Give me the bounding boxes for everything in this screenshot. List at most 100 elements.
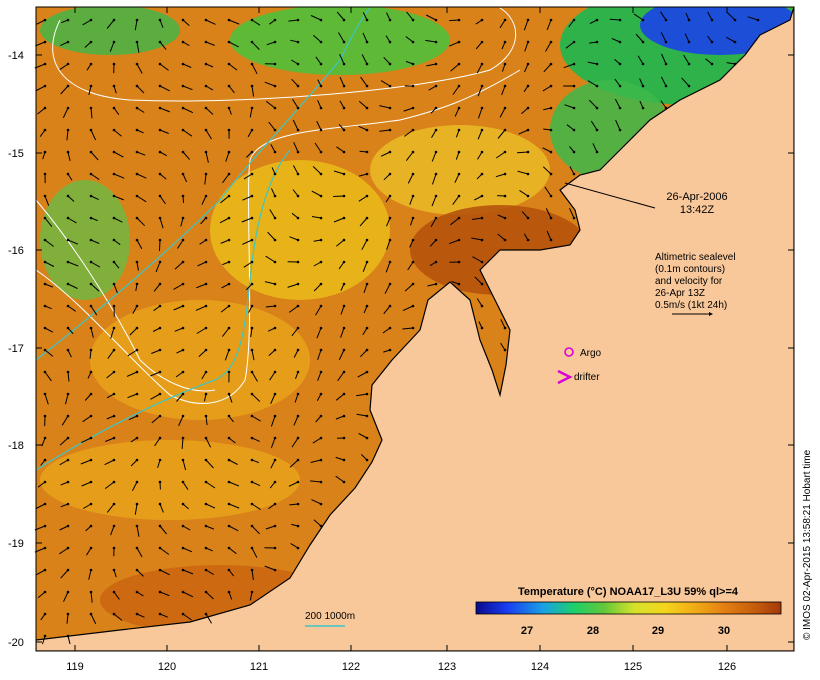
velocity-arrow-dot: [664, 18, 668, 22]
velocity-arrow-dot: [411, 18, 415, 22]
velocity-arrow-dot: [319, 304, 323, 308]
velocity-arrow: [471, 237, 483, 241]
velocity-arrow-dot: [181, 282, 185, 286]
velocity-arrow-dot: [388, 282, 392, 286]
velocity-arrow-dot: [503, 194, 507, 198]
velocity-arrow: [454, 173, 460, 183]
velocity-arrow: [153, 283, 161, 292]
velocity-arrow: [67, 349, 72, 358]
velocity-arrow: [228, 481, 240, 487]
velocity-arrow: [106, 393, 115, 399]
velocity-arrow: [270, 415, 276, 427]
velocity-arrow-dot: [66, 282, 70, 286]
velocity-arrow-dot: [43, 590, 47, 594]
velocity-arrow-dot: [227, 590, 231, 594]
velocity-arrow: [67, 371, 70, 382]
velocity-arrow-dot: [503, 150, 507, 154]
velocity-arrow-dot: [204, 392, 208, 396]
velocity-arrow-dot: [135, 304, 139, 308]
velocity-arrow-dot: [342, 414, 346, 418]
velocity-arrow: [268, 349, 276, 356]
velocity-arrow-dot: [503, 40, 507, 44]
velocity-arrow-dot: [158, 568, 162, 572]
velocity-arrow-dot: [434, 106, 438, 110]
velocity-arrow-dot: [457, 18, 461, 22]
velocity-arrow-dot: [135, 172, 139, 176]
velocity-arrow: [155, 261, 161, 273]
velocity-arrow: [337, 371, 345, 382]
velocity-arrow: [129, 327, 138, 336]
velocity-arrow: [204, 173, 207, 185]
velocity-arrow-dot: [480, 150, 484, 154]
velocity-arrow-dot: [342, 150, 346, 154]
velocity-arrow-dot: [388, 18, 392, 22]
velocity-arrow: [339, 100, 345, 109]
velocity-arrow-dot: [457, 62, 461, 66]
lon-label: 126: [718, 661, 736, 673]
velocity-arrow-dot: [273, 260, 277, 264]
altimetry-legend-line: Altimetric sealevel: [655, 252, 736, 263]
velocity-arrow: [90, 283, 100, 292]
velocity-arrow: [153, 305, 161, 312]
velocity-arrow-dot: [296, 546, 300, 550]
velocity-arrow-dot: [457, 106, 461, 110]
velocity-arrow: [126, 371, 138, 377]
velocity-arrow: [497, 233, 506, 241]
sst-patch-cool-n: [230, 7, 450, 75]
velocity-arrow: [386, 12, 391, 21]
velocity-arrow: [67, 261, 79, 267]
velocity-arrow: [500, 319, 506, 329]
velocity-arrow-dot: [411, 326, 415, 330]
velocity-arrow: [205, 437, 212, 448]
velocity-arrow: [473, 195, 483, 201]
velocity-arrow-dot: [43, 414, 47, 418]
velocity-arrow-dot: [342, 436, 346, 440]
altimetry-legend-line: 26-Apr 13Z: [655, 288, 706, 299]
velocity-arrow-dot: [365, 40, 369, 44]
velocity-arrow: [136, 41, 140, 53]
velocity-arrow-dot: [89, 590, 93, 594]
velocity-arrow-dot: [250, 436, 254, 440]
velocity-arrow: [268, 121, 276, 131]
velocity-arrow-dot: [411, 172, 415, 176]
velocity-arrow: [448, 239, 460, 245]
velocity-arrow-dot: [273, 150, 277, 154]
velocity-arrow-dot: [181, 348, 185, 352]
sst-patch-cool-nw: [40, 7, 180, 55]
velocity-arrow: [589, 41, 598, 44]
velocity-arrow-dot: [181, 546, 185, 550]
colorbar-tick-label: 29: [652, 625, 664, 637]
velocity-arrow-dot: [250, 304, 254, 308]
velocity-arrow: [105, 437, 115, 442]
sst-patch-green-w: [40, 180, 130, 300]
velocity-arrow: [294, 393, 299, 403]
bathymetry-key-label: 200 1000m: [305, 611, 355, 622]
velocity-arrow: [270, 188, 276, 197]
velocity-arrow: [432, 173, 437, 185]
velocity-arrow-dot: [112, 172, 116, 176]
velocity-arrow: [564, 104, 575, 109]
velocity-arrow: [37, 107, 46, 115]
velocity-arrow-dot: [89, 40, 93, 44]
velocity-arrow-dot: [733, 18, 737, 22]
velocity-arrow-dot: [664, 62, 668, 66]
velocity-arrow: [205, 85, 214, 91]
velocity-arrow-dot: [480, 194, 484, 198]
velocity-arrow-dot: [549, 194, 553, 198]
velocity-arrow: [524, 41, 529, 52]
velocity-arrow-dot: [89, 304, 93, 308]
velocity-arrow-dot: [273, 84, 277, 88]
velocity-arrow-dot: [595, 62, 599, 66]
velocity-arrow-dot: [250, 370, 254, 374]
velocity-arrow: [361, 54, 368, 65]
velocity-arrow-dot: [480, 84, 484, 88]
velocity-arrow-dot: [227, 502, 231, 506]
velocity-arrow: [106, 371, 115, 379]
velocity-arrow: [448, 41, 460, 47]
velocity-arrow: [173, 283, 184, 290]
velocity-arrow: [80, 437, 92, 444]
velocity-arrow: [404, 283, 414, 292]
velocity-arrow-dot: [365, 392, 369, 396]
velocity-arrow-dot: [43, 502, 47, 506]
velocity-arrow-dot: [89, 216, 93, 220]
